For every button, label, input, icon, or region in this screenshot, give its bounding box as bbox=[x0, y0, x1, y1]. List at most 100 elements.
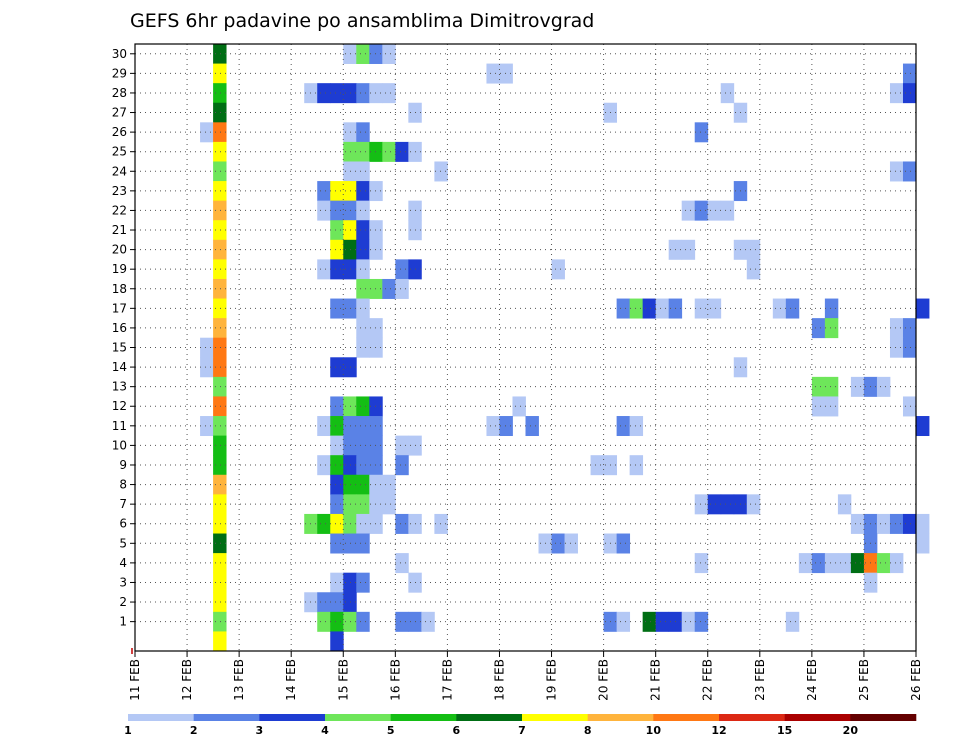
colorbar-swatch bbox=[193, 714, 260, 721]
heatmap-cell bbox=[213, 376, 227, 397]
y-tick-label: 21 bbox=[112, 223, 127, 237]
heatmap-cell bbox=[213, 259, 227, 280]
heatmap-cell bbox=[916, 298, 930, 319]
heatmap-cell bbox=[876, 376, 891, 397]
heatmap-cell bbox=[486, 63, 500, 84]
heatmap-cell bbox=[356, 513, 370, 534]
heatmap-cell bbox=[694, 553, 709, 574]
heatmap-cell bbox=[681, 200, 696, 221]
heatmap-cell bbox=[317, 611, 331, 632]
heatmap-cell bbox=[356, 200, 370, 221]
heatmap-cell bbox=[499, 416, 513, 437]
heatmap-cell bbox=[629, 298, 644, 319]
heatmap-cell bbox=[655, 611, 670, 632]
heatmap-cell bbox=[330, 200, 344, 221]
heatmap-cell bbox=[694, 494, 709, 515]
heatmap-cell bbox=[213, 455, 227, 476]
heatmap-cell bbox=[213, 141, 227, 162]
y-tick-label: 7 bbox=[119, 497, 127, 511]
heatmap-cell bbox=[213, 396, 227, 417]
y-axis-ticks: 1234567891011121314151617181920212223242… bbox=[112, 47, 135, 629]
colorbar-swatch bbox=[784, 714, 851, 721]
heatmap-cell bbox=[356, 455, 370, 476]
heatmap-cell bbox=[382, 83, 396, 104]
heatmap-cell bbox=[642, 298, 657, 319]
heatmap-cell bbox=[499, 63, 513, 84]
heatmap-cell bbox=[369, 396, 383, 417]
heatmap-cell bbox=[785, 298, 800, 319]
heatmap-cell bbox=[213, 553, 227, 574]
heatmap-cell bbox=[330, 83, 344, 104]
y-tick-label: 20 bbox=[112, 243, 127, 257]
heatmap-cell bbox=[395, 553, 409, 574]
heatmap-cell bbox=[369, 239, 383, 260]
heatmap-cell bbox=[330, 396, 344, 417]
heatmap-cell bbox=[356, 122, 370, 143]
heatmap-cell bbox=[837, 553, 852, 574]
y-tick-label: 13 bbox=[112, 380, 127, 394]
y-tick-label: 6 bbox=[119, 517, 127, 531]
heatmap-cell bbox=[707, 494, 722, 515]
heatmap-cell bbox=[395, 611, 409, 632]
heatmap-cell bbox=[213, 494, 227, 515]
colorbar-label: 10 bbox=[646, 724, 662, 737]
heatmap-cell bbox=[330, 533, 344, 554]
heatmap-cell bbox=[200, 337, 214, 358]
heatmap-cell bbox=[824, 298, 839, 319]
y-tick-label: 17 bbox=[112, 301, 127, 315]
heatmap-cell bbox=[382, 141, 396, 162]
heatmap-cell bbox=[889, 337, 904, 358]
heatmap-cell bbox=[343, 161, 357, 182]
heatmap-cell bbox=[213, 533, 227, 554]
colorbar-swatch bbox=[128, 714, 194, 721]
y-tick-label: 5 bbox=[119, 536, 127, 550]
y-tick-label: 14 bbox=[112, 360, 127, 374]
heatmap-cell bbox=[330, 298, 344, 319]
heatmap-cell bbox=[200, 416, 214, 437]
heatmap-cell bbox=[343, 141, 357, 162]
heatmap-cell bbox=[551, 259, 565, 280]
heatmap-cell bbox=[343, 611, 357, 632]
heatmap-cell bbox=[343, 533, 357, 554]
colorbar-swatch bbox=[587, 714, 654, 721]
heatmap-cell bbox=[395, 259, 409, 280]
heatmap-cell bbox=[707, 298, 722, 319]
y-tick-label: 24 bbox=[112, 164, 127, 178]
heatmap-cell bbox=[213, 83, 227, 104]
heatmap-cell bbox=[317, 455, 331, 476]
heatmap-cell bbox=[902, 83, 917, 104]
y-tick-label: 8 bbox=[119, 478, 127, 492]
colorbar-label: 1 bbox=[124, 724, 132, 737]
colorbar: 1 2 3 4 5 6 7 8 10 12 15 20 bbox=[124, 714, 917, 737]
heatmap-cell bbox=[213, 220, 227, 241]
heatmap-cell bbox=[694, 122, 709, 143]
colorbar-swatch bbox=[850, 714, 917, 721]
heatmap-cell bbox=[681, 239, 696, 260]
x-tick-label: 22 FEB bbox=[701, 659, 715, 701]
y-tick-label: 30 bbox=[112, 47, 127, 61]
heatmap-cell bbox=[356, 572, 370, 593]
heatmap-cell bbox=[824, 318, 839, 339]
heatmap-cell bbox=[356, 239, 370, 260]
heatmap-cell bbox=[772, 298, 787, 319]
heatmap-cell bbox=[876, 513, 891, 534]
heatmap-cell bbox=[369, 83, 383, 104]
heatmap-cell bbox=[434, 513, 448, 534]
heatmap-cell bbox=[395, 141, 409, 162]
heatmap-cell bbox=[317, 259, 331, 280]
heatmap-cell bbox=[902, 161, 917, 182]
heatmap-cell bbox=[720, 83, 735, 104]
heatmap-cell bbox=[356, 435, 370, 456]
heatmap-cell bbox=[343, 122, 357, 143]
heatmap-cell bbox=[382, 278, 396, 299]
heatmap-cell bbox=[525, 416, 539, 437]
heatmap-cell bbox=[213, 592, 227, 613]
heatmap-cell bbox=[356, 298, 370, 319]
heatmap-cell bbox=[330, 259, 344, 280]
x-tick-label: 25 FEB bbox=[857, 659, 871, 701]
heatmap-cell bbox=[356, 181, 370, 202]
heatmap-cell bbox=[213, 572, 227, 593]
heatmap-cell bbox=[889, 83, 904, 104]
heatmap-cell bbox=[330, 435, 344, 456]
heatmap-cell bbox=[902, 513, 917, 534]
